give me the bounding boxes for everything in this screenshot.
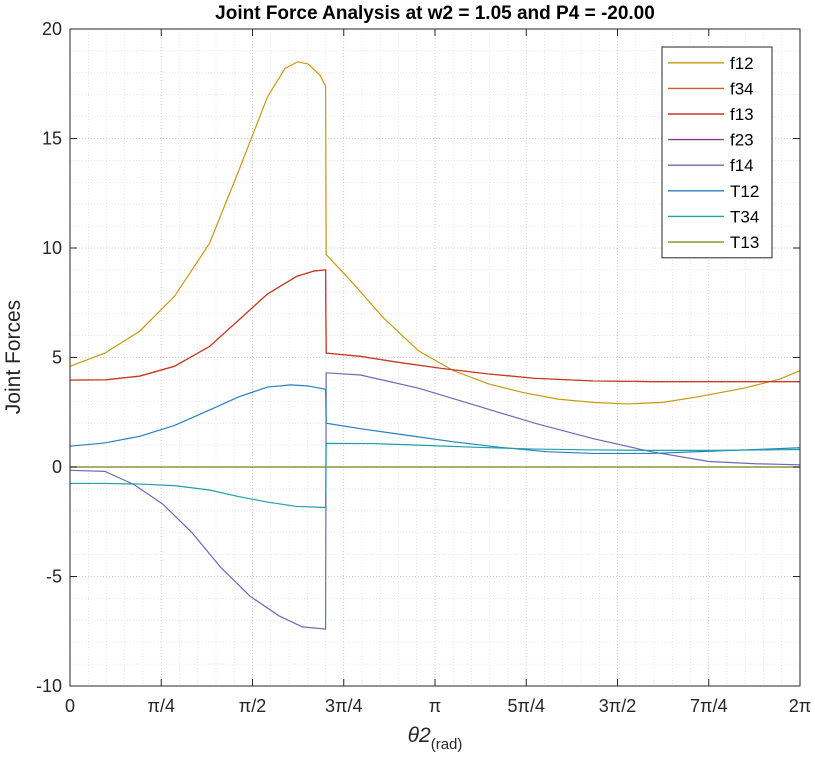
x-axis-label-subscript: (rad): [431, 736, 463, 753]
y-tick-label: 15: [42, 129, 62, 149]
x-tick-label: 7π/4: [690, 696, 727, 716]
legend: f12 f34 f13 f23 f14 T12 T34 T13: [661, 46, 773, 259]
y-tick-label: 0: [52, 457, 62, 477]
x-tick-label: 3π/2: [599, 696, 636, 716]
x-tick-label: 3π/4: [325, 696, 362, 716]
series-layer: [69, 61, 801, 630]
x-tick-label: π/4: [148, 696, 175, 716]
legend-label-f23: f23: [730, 131, 754, 150]
legend-label-f13: f13: [730, 105, 754, 124]
y-tick-label: 20: [42, 19, 62, 39]
y-axis-label: Joint Forces: [2, 300, 25, 414]
series-line-T34: [70, 442, 801, 509]
series-line-f13: [69, 269, 800, 383]
y-tick-label: -10: [36, 676, 62, 696]
series-line-T12: [69, 384, 801, 455]
legend-box: [661, 46, 773, 259]
y-tick-label: -5: [46, 567, 62, 587]
legend-label-f14: f14: [730, 156, 754, 175]
legend-label-f12: f12: [730, 54, 754, 73]
x-tick-label: π/2: [239, 696, 266, 716]
x-tick-label: π: [429, 696, 441, 716]
chart-title: Joint Force Analysis at w2 = 1.05 and P4…: [215, 3, 655, 24]
y-tick-label: 10: [42, 238, 62, 258]
x-axis: 0 π/4 π/2 3π/4 π 5π/4 3π/2 7π/4 2π: [65, 29, 811, 716]
x-tick-label: 0: [65, 696, 75, 716]
x-axis-label: θ2(rad): [408, 724, 463, 753]
series-line-f12: [69, 61, 801, 405]
x-axis-label-main: θ2: [408, 724, 431, 747]
legend-label-T34: T34: [730, 207, 759, 226]
legend-label-T13: T13: [730, 233, 759, 252]
x-tick-label: 2π: [789, 696, 811, 716]
legend-label-T12: T12: [730, 182, 759, 201]
y-tick-label: 5: [52, 348, 62, 368]
y-axis: -10 -5 0 5 10 15 20: [36, 19, 800, 696]
x-tick-label: 5π/4: [508, 696, 545, 716]
legend-label-f34: f34: [730, 79, 754, 98]
